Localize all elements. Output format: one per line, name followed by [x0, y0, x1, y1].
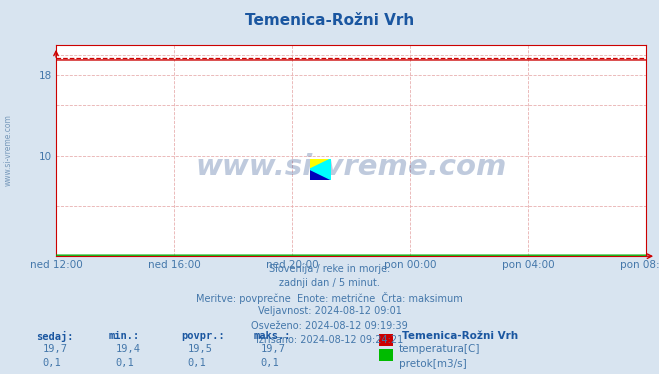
Polygon shape [310, 159, 331, 180]
Text: Temenica-Rožni Vrh: Temenica-Rožni Vrh [245, 13, 414, 28]
Text: Veljavnost: 2024-08-12 09:01: Veljavnost: 2024-08-12 09:01 [258, 306, 401, 316]
Text: 19,4: 19,4 [115, 344, 140, 354]
Text: 19,7: 19,7 [43, 344, 68, 354]
Text: Temenica-Rožni Vrh: Temenica-Rožni Vrh [402, 331, 518, 341]
Text: sedaj:: sedaj: [36, 331, 74, 342]
Text: 0,1: 0,1 [43, 358, 61, 368]
Polygon shape [310, 159, 331, 169]
Text: www.si-vreme.com: www.si-vreme.com [4, 114, 13, 186]
Text: Slovenija / reke in morje.: Slovenija / reke in morje. [269, 264, 390, 274]
Text: Osveženo: 2024-08-12 09:19:39: Osveženo: 2024-08-12 09:19:39 [251, 321, 408, 331]
Text: www.si-vreme.com: www.si-vreme.com [195, 153, 507, 181]
Text: 0,1: 0,1 [260, 358, 279, 368]
Text: Meritve: povprečne  Enote: metrične  Črta: maksimum: Meritve: povprečne Enote: metrične Črta:… [196, 292, 463, 304]
Text: temperatura[C]: temperatura[C] [399, 344, 480, 354]
Text: Izrisano: 2024-08-12 09:24:21: Izrisano: 2024-08-12 09:24:21 [256, 335, 403, 345]
Text: maks.:: maks.: [254, 331, 291, 341]
Polygon shape [310, 169, 331, 180]
Text: zadnji dan / 5 minut.: zadnji dan / 5 minut. [279, 278, 380, 288]
Text: 0,1: 0,1 [188, 358, 206, 368]
Text: povpr.:: povpr.: [181, 331, 225, 341]
Text: min.:: min.: [109, 331, 140, 341]
Text: 19,5: 19,5 [188, 344, 213, 354]
Text: pretok[m3/s]: pretok[m3/s] [399, 359, 467, 369]
Text: 19,7: 19,7 [260, 344, 285, 354]
Text: 0,1: 0,1 [115, 358, 134, 368]
